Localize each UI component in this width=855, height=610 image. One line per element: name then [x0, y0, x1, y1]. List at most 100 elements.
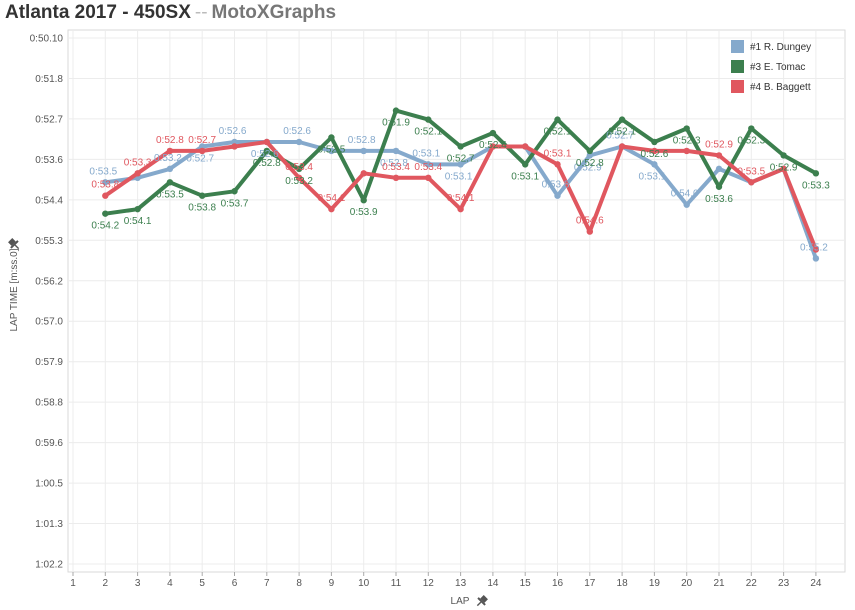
data-label: 0:55.2: [800, 242, 828, 253]
data-label: 0:54.1: [124, 216, 152, 227]
data-point[interactable]: [522, 143, 529, 150]
data-point[interactable]: [715, 152, 723, 159]
data-point[interactable]: [812, 170, 820, 177]
data-point[interactable]: [166, 179, 174, 186]
y-tick-label: 0:57.0: [35, 317, 63, 328]
x-tick-label: 18: [617, 578, 629, 589]
x-tick-label: 8: [296, 578, 302, 589]
data-point[interactable]: [683, 125, 690, 132]
data-label: 0:52.7: [186, 153, 214, 164]
data-label: 0:52.6: [640, 149, 668, 160]
data-point[interactable]: [360, 197, 367, 204]
data-point[interactable]: [489, 143, 497, 150]
data-point[interactable]: [295, 138, 303, 146]
data-point[interactable]: [586, 228, 593, 235]
data-point[interactable]: [392, 174, 400, 182]
data-label: 0:52.5: [317, 145, 345, 156]
legend-item[interactable]: #4 B. Baggett: [731, 80, 811, 93]
data-label: 0:52.1: [608, 127, 636, 138]
data-point[interactable]: [457, 205, 464, 213]
data-point[interactable]: [683, 201, 690, 208]
data-point[interactable]: [231, 143, 238, 150]
data-point[interactable]: [328, 134, 335, 141]
data-point[interactable]: [554, 116, 561, 123]
data-point[interactable]: [651, 161, 658, 168]
data-label: 0:53.4: [382, 162, 410, 173]
data-label: 0:54.1: [317, 193, 345, 204]
data-label: 0:53.8: [188, 203, 216, 214]
data-point[interactable]: [425, 174, 432, 182]
data-label: 0:53.9: [350, 207, 378, 218]
data-point[interactable]: [780, 165, 787, 173]
data-label: 0:52.8: [348, 135, 376, 146]
data-point[interactable]: [263, 138, 270, 146]
data-point[interactable]: [554, 161, 561, 168]
data-point[interactable]: [360, 147, 367, 155]
data-label: 0:53.2: [154, 153, 182, 164]
data-label: 0:53.1: [445, 171, 473, 182]
data-point[interactable]: [748, 125, 755, 132]
data-point[interactable]: [715, 165, 723, 173]
data-point[interactable]: [586, 147, 593, 155]
data-point[interactable]: [618, 116, 626, 123]
data-label: 0:53.4: [414, 162, 442, 173]
legend[interactable]: #1 R. Dungey #3 E. Tomac #4 B. Baggett: [731, 40, 811, 93]
data-point[interactable]: [166, 165, 174, 173]
x-tick-label: 24: [810, 578, 822, 589]
x-tick-label: 2: [103, 578, 109, 589]
y-tick-label: 0:58.8: [35, 398, 63, 409]
y-tick-label: 0:56.2: [35, 276, 63, 287]
data-label: 0:53.6: [705, 194, 733, 205]
data-point[interactable]: [199, 192, 206, 199]
data-point[interactable]: [231, 138, 238, 146]
data-point[interactable]: [683, 147, 690, 155]
data-point[interactable]: [780, 152, 787, 159]
data-point[interactable]: [360, 170, 367, 177]
data-point[interactable]: [812, 246, 820, 253]
x-axis-pin-icon[interactable]: [474, 594, 490, 610]
data-point[interactable]: [231, 188, 238, 195]
legend-item[interactable]: #3 E. Tomac: [731, 60, 805, 73]
data-point[interactable]: [812, 255, 820, 262]
data-point[interactable]: [651, 138, 658, 146]
data-point[interactable]: [392, 147, 400, 155]
data-point[interactable]: [457, 161, 464, 168]
data-point[interactable]: [328, 205, 335, 213]
data-point[interactable]: [586, 152, 593, 159]
data-point[interactable]: [199, 147, 206, 155]
data-point[interactable]: [102, 179, 109, 186]
data-point[interactable]: [102, 210, 109, 217]
data-point[interactable]: [199, 143, 206, 150]
y-tick-label: 1:01.3: [35, 519, 63, 530]
data-point[interactable]: [425, 161, 432, 168]
data-label: 0:52.3: [673, 136, 701, 147]
data-point[interactable]: [102, 192, 109, 199]
y-tick-label: 1:02.2: [35, 560, 63, 571]
data-point[interactable]: [554, 192, 561, 199]
legend-item[interactable]: #1 R. Dungey: [731, 40, 811, 53]
data-point[interactable]: [425, 116, 432, 123]
data-point[interactable]: [522, 161, 529, 168]
data-point[interactable]: [392, 107, 400, 114]
data-point[interactable]: [295, 174, 303, 182]
data-point[interactable]: [295, 165, 303, 173]
data-point[interactable]: [618, 143, 626, 150]
x-tick-label: 21: [713, 578, 725, 589]
y-axis-pin-icon[interactable]: [7, 237, 23, 253]
data-label: 0:52.8: [380, 158, 408, 169]
data-point[interactable]: [715, 183, 723, 190]
data-point[interactable]: [489, 129, 497, 137]
data-point[interactable]: [651, 147, 658, 155]
data-point[interactable]: [134, 205, 141, 213]
data-point[interactable]: [748, 179, 755, 186]
x-tick-label: 1: [70, 578, 76, 589]
data-point[interactable]: [263, 147, 270, 155]
data-point[interactable]: [457, 143, 464, 150]
data-point[interactable]: [134, 170, 141, 177]
y-axis-title: LAP TIME [m:ss.0]: [9, 248, 20, 331]
data-point[interactable]: [166, 147, 174, 155]
y-tick-label: 0:53.6: [35, 155, 63, 166]
data-label: 0:53.3: [124, 157, 152, 168]
plot-frame: [67, 29, 846, 573]
data-point[interactable]: [328, 147, 335, 155]
